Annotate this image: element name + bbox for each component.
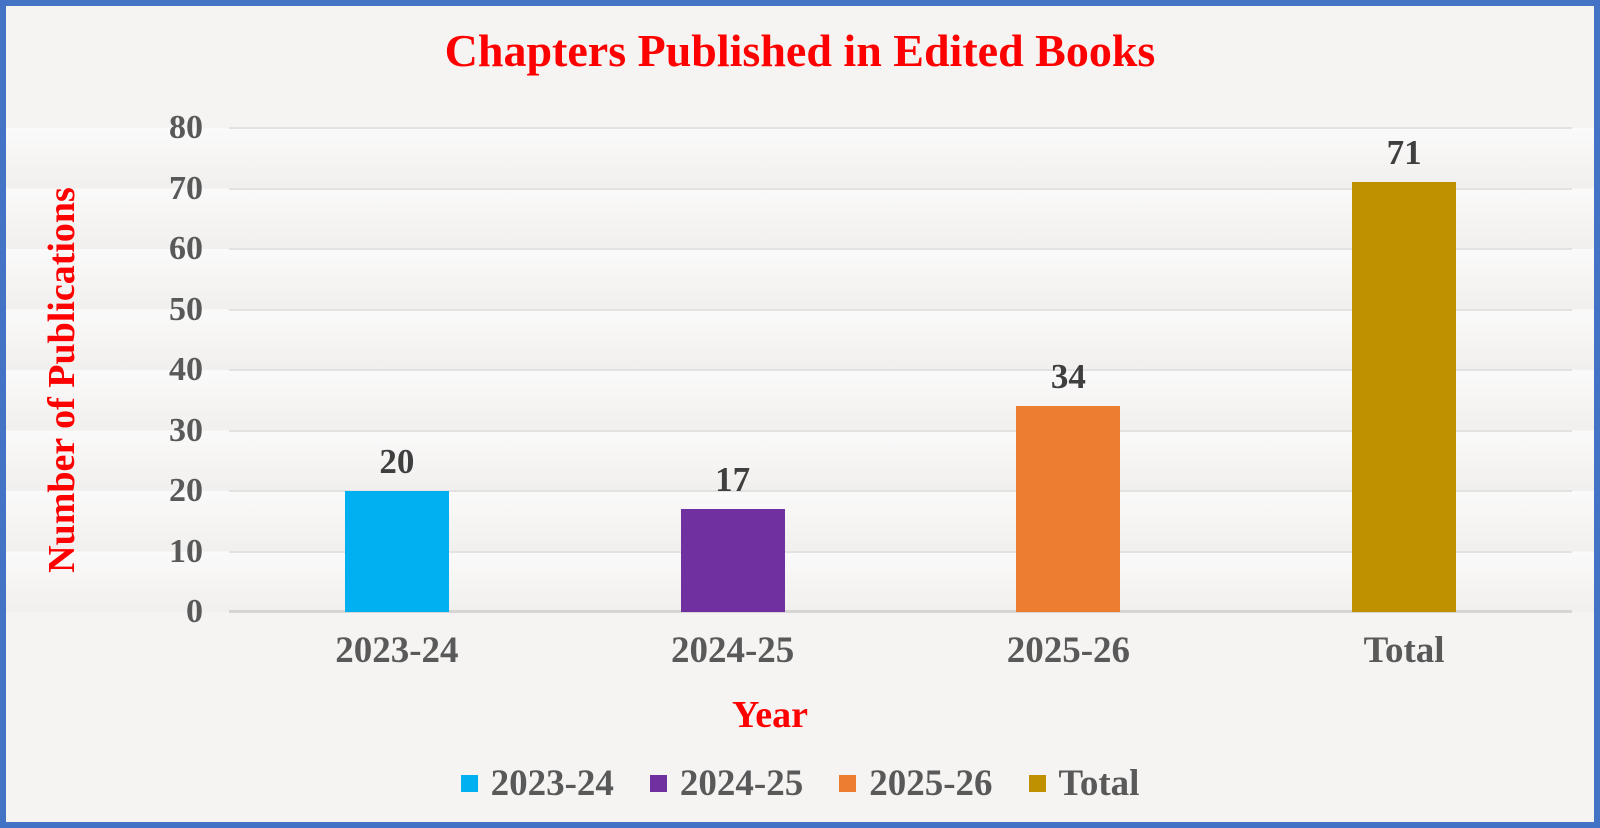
bar-value-label-2023-24: 20 bbox=[379, 442, 415, 481]
x-tick-label-2023-24: 2023-24 bbox=[335, 630, 459, 671]
legend-label: 2023-24 bbox=[490, 763, 614, 804]
y-axis-title: Number of Publications bbox=[41, 187, 83, 573]
bar-Total bbox=[1352, 182, 1457, 612]
y-tick-label-30: 30 bbox=[169, 411, 203, 449]
x-tick-label-Total: Total bbox=[1363, 630, 1445, 671]
y-tick-label-10: 10 bbox=[169, 532, 203, 570]
bar-2025-26 bbox=[1016, 406, 1121, 612]
y-tick-label-50: 50 bbox=[169, 290, 203, 328]
legend-swatch-icon bbox=[1028, 775, 1046, 792]
y-tick-label-0: 0 bbox=[186, 593, 203, 630]
legend-swatch-icon bbox=[839, 775, 857, 792]
x-axis-line bbox=[229, 610, 1572, 613]
legend-item-2025-26: 2025-26 bbox=[839, 763, 993, 804]
y-tick-label-20: 20 bbox=[169, 472, 203, 509]
legend-label: 2024-25 bbox=[679, 763, 804, 804]
x-axis-title: Year bbox=[732, 694, 808, 736]
legend-swatch-icon bbox=[649, 775, 667, 792]
y-tick-label-80: 80 bbox=[169, 109, 203, 146]
legend-item-2023-24: 2023-24 bbox=[460, 763, 614, 804]
y-tick-label-60: 60 bbox=[169, 230, 203, 267]
legend-label: 2025-26 bbox=[869, 763, 993, 804]
legend-item-2024-25: 2024-25 bbox=[649, 763, 804, 804]
chart-title: Chapters Published in Edited Books bbox=[444, 25, 1156, 76]
bar-value-label-2025-26: 34 bbox=[1050, 357, 1086, 397]
legend-swatch-icon bbox=[460, 775, 478, 792]
bar-value-label-Total: 71 bbox=[1386, 133, 1422, 173]
bar-2024-25 bbox=[680, 509, 785, 612]
gridline-y-10 bbox=[229, 550, 1572, 553]
gridline-y-40 bbox=[229, 369, 1572, 371]
x-tick-label-2024-25: 2024-25 bbox=[670, 630, 795, 671]
plot-area: 0 10 20 30 40 50 60 70 80 20 2023-24 17 2024-25 34 202… bbox=[169, 111, 1572, 669]
x-tick-label-2025-26: 2025-26 bbox=[1006, 630, 1131, 671]
legend-label: Total bbox=[1058, 763, 1140, 804]
gridline-y-50 bbox=[229, 308, 1572, 311]
y-tick-label-40: 40 bbox=[169, 351, 203, 388]
gridline-y-30 bbox=[229, 429, 1572, 432]
y-tick-label-70: 70 bbox=[169, 169, 203, 207]
gridline-y-70 bbox=[229, 187, 1572, 190]
bar-2023-24 bbox=[344, 491, 449, 612]
legend: 2023-24 2024-25 2025-26 Total bbox=[6, 765, 1594, 802]
gridline-y-80 bbox=[229, 127, 1572, 129]
legend-item-Total: Total bbox=[1028, 763, 1140, 804]
gridline-y-20 bbox=[229, 490, 1572, 492]
bar-value-label-2024-25: 17 bbox=[715, 460, 751, 500]
gridline-y-60 bbox=[229, 248, 1572, 250]
